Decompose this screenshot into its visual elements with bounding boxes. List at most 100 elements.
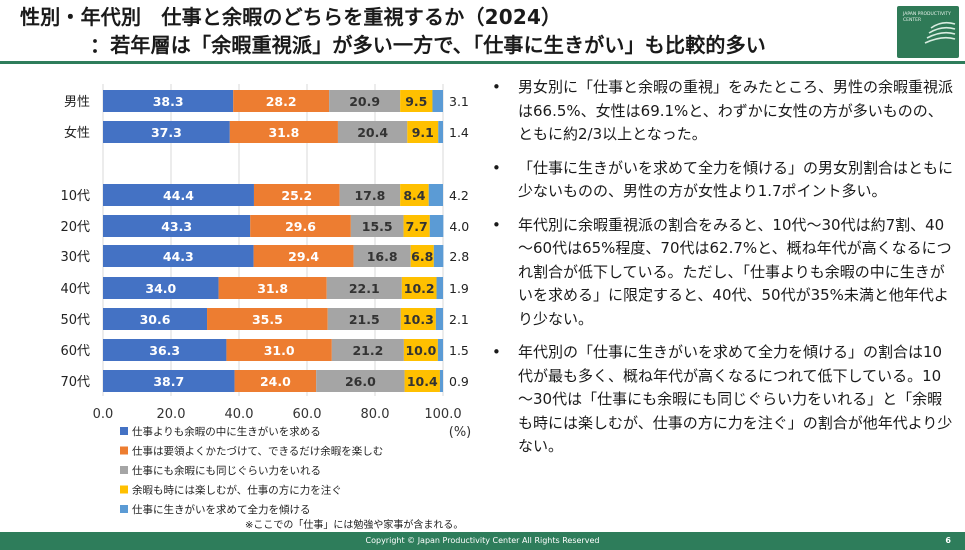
bar-segment [207, 308, 328, 330]
bar-segment [433, 245, 444, 267]
bar-segment [353, 245, 411, 267]
bullet-icon: • [492, 78, 501, 96]
bar-segment [407, 121, 439, 143]
bar-segment [234, 370, 317, 392]
bar-segment [439, 370, 443, 392]
data-label: 7.7 [406, 219, 428, 234]
bar-segment [410, 245, 434, 267]
x-tick-label: 0.0 [93, 407, 114, 422]
data-label: 29.4 [288, 249, 319, 264]
bar-segment [103, 245, 254, 267]
legend-swatch [120, 505, 128, 513]
data-label: 20.4 [357, 125, 388, 140]
data-label: 9.5 [405, 94, 427, 109]
data-label: 20.9 [349, 94, 380, 109]
legend-label: 仕事に生きがいを求めて全力を傾ける [132, 503, 311, 516]
note-text: 年代別の「仕事に生きがいを求めて全力を傾ける」の割合は10代が最も多く、概ね年代… [518, 343, 953, 455]
bar-segment [432, 90, 443, 112]
copyright-text: Copyright © Japan Productivity Center Al… [365, 536, 600, 545]
legend-label: 仕事は要領よくかたづけて、できるだけ余暇を楽しむ [132, 445, 383, 458]
note-item: • 年代別に余暇重視派の割合をみると、10代～30代は約7割、40～60代は65… [492, 214, 954, 332]
data-label: 29.6 [285, 219, 316, 234]
bar-segment [226, 339, 332, 361]
bar-segment [404, 370, 440, 392]
data-label: 16.8 [367, 249, 398, 264]
bar-segment [103, 121, 230, 143]
bar-segment [229, 121, 338, 143]
x-tick-label: 100.0 [424, 407, 461, 422]
page-number: 6 [945, 536, 951, 545]
bar-segment [329, 90, 401, 112]
bar-segment [331, 339, 404, 361]
note-text: 年代別に余暇重視派の割合をみると、10代～30代は約7割、40～60代は65%程… [518, 215, 952, 328]
data-label: 38.7 [153, 374, 184, 389]
data-label: 10.4 [407, 374, 438, 389]
bullet-icon: • [492, 215, 501, 234]
bar-segment [429, 215, 444, 237]
data-label: 26.0 [345, 374, 376, 389]
data-label: 44.4 [163, 188, 194, 203]
data-label: 25.2 [281, 188, 312, 203]
bar-segment [339, 184, 401, 206]
bar-segment [437, 339, 443, 361]
bar-segment [253, 245, 354, 267]
x-unit-label: (%) [449, 425, 472, 440]
category-label: 30代 [60, 250, 90, 265]
bar-segment [103, 277, 219, 299]
bar-segment [337, 121, 408, 143]
data-label: 9.1 [412, 125, 434, 140]
bar-segment [316, 370, 405, 392]
bar-segment [103, 215, 251, 237]
bar-segment [103, 339, 227, 361]
bar-segment [400, 184, 429, 206]
data-label: 1.9 [449, 281, 469, 296]
data-label: 31.8 [268, 125, 299, 140]
jpc-logo: JAPAN PRODUCTIVITY CENTER [897, 6, 959, 58]
data-label: 31.0 [264, 343, 295, 358]
slide-title: 性別・年代別 仕事と余暇のどちらを重視するか（2024） ：若年層は「余暇重視派… [20, 3, 766, 59]
data-label: 0.9 [449, 374, 469, 389]
legend-swatch [120, 427, 128, 435]
data-label: 2.1 [449, 312, 469, 327]
note-item: • 年代別の「仕事に生きがいを求めて全力を傾ける」の割合は10代が最も多く、概ね… [492, 341, 954, 459]
data-label: 1.4 [449, 125, 469, 140]
data-label: 3.1 [449, 94, 469, 109]
bar-segment [438, 121, 443, 143]
footnote-text: ※ここでの「仕事」には勉強や家事が含まれる。 [245, 518, 463, 531]
bullet-icon: • [492, 343, 501, 361]
category-label: 40代 [60, 282, 90, 297]
category-label: 10代 [60, 189, 90, 204]
legend-label: 仕事にも余暇にも同じぐらい力をいれる [132, 464, 321, 477]
x-tick-label: 20.0 [157, 407, 186, 422]
data-label: 10.0 [405, 343, 436, 358]
bar-segment [233, 90, 330, 112]
data-label: 37.3 [151, 125, 182, 140]
bar-segment [103, 308, 208, 330]
data-label: 21.2 [352, 343, 383, 358]
category-label: 60代 [60, 344, 90, 359]
commentary-panel: • 男女別に「仕事と余暇の重視」をみたところ、男性の余暇重視派は66.5%、女性… [492, 76, 954, 469]
data-label: 22.1 [349, 281, 380, 296]
bar-segment [400, 90, 433, 112]
data-label: 17.8 [354, 188, 385, 203]
bar-segment [401, 277, 437, 299]
data-label: 35.5 [252, 312, 283, 327]
legend-swatch [120, 466, 128, 474]
category-label: 50代 [60, 313, 90, 328]
bar-segment [400, 308, 436, 330]
data-label: 10.3 [403, 312, 434, 327]
data-label: 30.6 [140, 312, 171, 327]
stacked-bar-chart: 38.3 28.2 20.9 9.5 3.1 37.3 31.8 20.4 9.1 1.4 44.4… [60, 84, 472, 531]
data-label: 38.3 [153, 94, 184, 109]
bar-segment [436, 277, 443, 299]
logo-wave-icon [924, 21, 956, 44]
category-label: 女性 [64, 125, 90, 141]
category-label: 70代 [60, 375, 90, 390]
bar-segment [428, 184, 443, 206]
bar-segment [403, 215, 430, 237]
bar-segment [103, 90, 234, 112]
title-line-2: ：若年層は「余暇重視派」が多い一方で、「仕事に生きがい」も比較的多い [90, 33, 766, 57]
legend-label: 仕事よりも余暇の中に生きがいを求める [132, 425, 321, 438]
bar-segment [435, 308, 443, 330]
note-text: 「仕事に生きがいを求めて全力を傾ける」の男女別割合はともに少ないものの、男性の方… [518, 158, 954, 201]
